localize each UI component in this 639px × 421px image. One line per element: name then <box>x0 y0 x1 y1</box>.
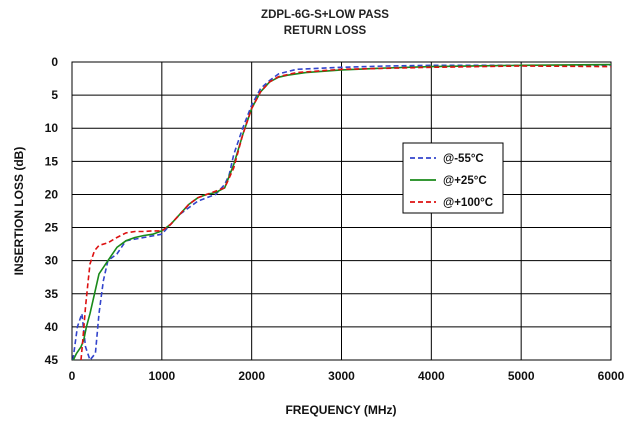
y-tick-label: 45 <box>45 353 59 367</box>
chart-title: ZDPL-6G-S+LOW PASS <box>261 9 389 21</box>
y-tick-label: 15 <box>45 154 59 168</box>
y-tick-label: 35 <box>45 287 59 301</box>
series-line-3 <box>80 65 612 361</box>
legend-label-3: @+100°C <box>443 197 493 209</box>
y-tick-label: 10 <box>45 121 59 135</box>
chart-subtitle: RETURN LOSS <box>284 25 367 37</box>
x-tick-label: 1000 <box>148 369 175 383</box>
x-tick-label: 3000 <box>328 369 355 383</box>
x-tick-label: 6000 <box>598 369 625 383</box>
y-tick-label: 0 <box>51 55 58 69</box>
x-tick-label: 0 <box>69 369 76 383</box>
series-line-2 <box>72 63 612 361</box>
y-tick-label: 30 <box>45 254 59 268</box>
x-tick-label: 2000 <box>238 369 265 383</box>
y-tick-label: 40 <box>45 320 59 334</box>
legend: @-55°C @+25°C @+100°C <box>402 142 504 214</box>
series-lines <box>72 63 612 361</box>
grid-lines <box>72 62 611 360</box>
x-tick-label: 4000 <box>418 369 445 383</box>
legend-label-2: @+25°C <box>443 175 487 187</box>
y-tick-label: 25 <box>45 221 59 235</box>
y-axis-label: INSERTION LOSS (dB) <box>12 147 26 276</box>
y-tick-label: 20 <box>45 187 59 201</box>
x-tick-labels: 0 1000 2000 3000 4000 5000 6000 <box>69 369 625 383</box>
legend-label-1: @-55°C <box>443 153 484 165</box>
y-tick-labels: 0 5 10 15 20 25 30 35 40 45 <box>45 55 59 367</box>
y-tick-label: 5 <box>51 88 58 102</box>
series-line-1 <box>72 64 611 361</box>
x-tick-label: 5000 <box>508 369 535 383</box>
x-axis-label: FREQUENCY (MHz) <box>285 403 396 417</box>
